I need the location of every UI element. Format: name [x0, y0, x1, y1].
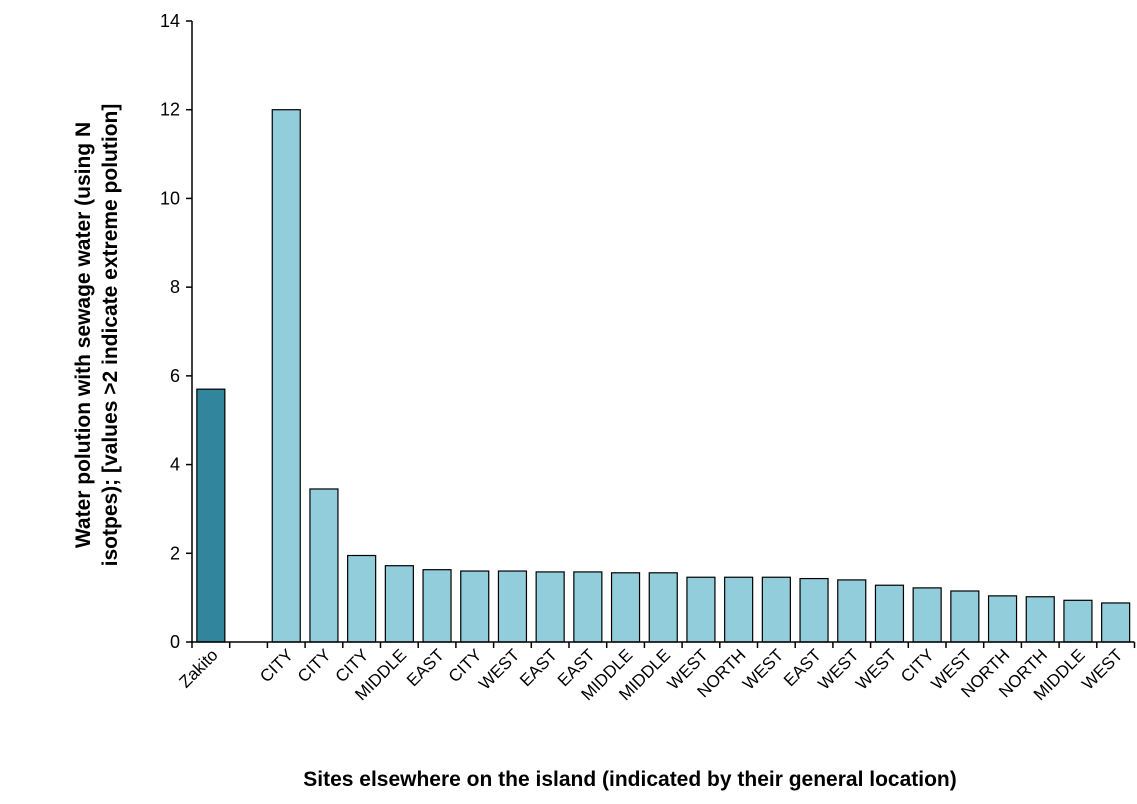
bar-23	[1063, 599, 1093, 643]
bar-11	[610, 572, 641, 643]
x-category-label-0: Zakito	[176, 645, 222, 691]
y-tick-label-1: 2	[170, 543, 180, 563]
bar-10	[573, 571, 603, 643]
x-category-label-24: WEST	[1078, 645, 1126, 693]
bar-19	[912, 587, 942, 643]
bar-20	[950, 590, 980, 643]
bar-24	[1101, 602, 1131, 643]
bar-7	[460, 570, 490, 643]
bar-6	[422, 569, 452, 643]
bar-15	[761, 576, 791, 643]
bar-21	[987, 595, 1018, 643]
bar-0	[196, 388, 226, 643]
bar-4	[347, 554, 377, 643]
y-tick-label-6: 12	[160, 100, 180, 120]
y-tick-label-2: 4	[170, 455, 180, 475]
x-category-label-18: WEST	[852, 645, 900, 693]
y-tick-label-7: 14	[160, 11, 180, 31]
bar-14	[724, 576, 754, 643]
bar-13	[686, 576, 716, 643]
bar-9	[535, 571, 565, 643]
y-tick-label-4: 8	[170, 277, 180, 297]
bar-18	[874, 584, 905, 643]
x-category-label-8: WEST	[475, 645, 523, 693]
y-tick-label-5: 10	[160, 188, 180, 208]
y-tick-label-3: 6	[170, 366, 180, 386]
y-axis-title: Water polution with sewage water (using …	[72, 104, 122, 567]
x-category-label-9: EAST	[516, 645, 561, 690]
bar-8	[497, 570, 528, 643]
y-tick-label-0: 0	[170, 632, 180, 652]
y-axis-title-line-1: Water polution with sewage water (using …	[72, 122, 95, 548]
x-category-label-15: WEST	[739, 645, 787, 693]
y-axis-title-line-2: isotpes); [values >2 indicate extreme po…	[99, 104, 122, 567]
bar-16	[799, 577, 829, 643]
bar-3	[309, 488, 339, 643]
x-category-label-3: CITY	[294, 645, 335, 686]
x-axis-title: Sites elsewhere on the island (indicated…	[303, 768, 957, 791]
x-category-label-17: WEST	[814, 645, 862, 693]
bar-5	[384, 565, 414, 643]
bar-12	[648, 572, 678, 643]
bar-17	[837, 579, 867, 643]
bar-22	[1025, 596, 1055, 643]
x-category-label-2: CITY	[256, 645, 297, 686]
bar-2	[271, 109, 301, 643]
x-category-label-6: EAST	[403, 645, 448, 690]
